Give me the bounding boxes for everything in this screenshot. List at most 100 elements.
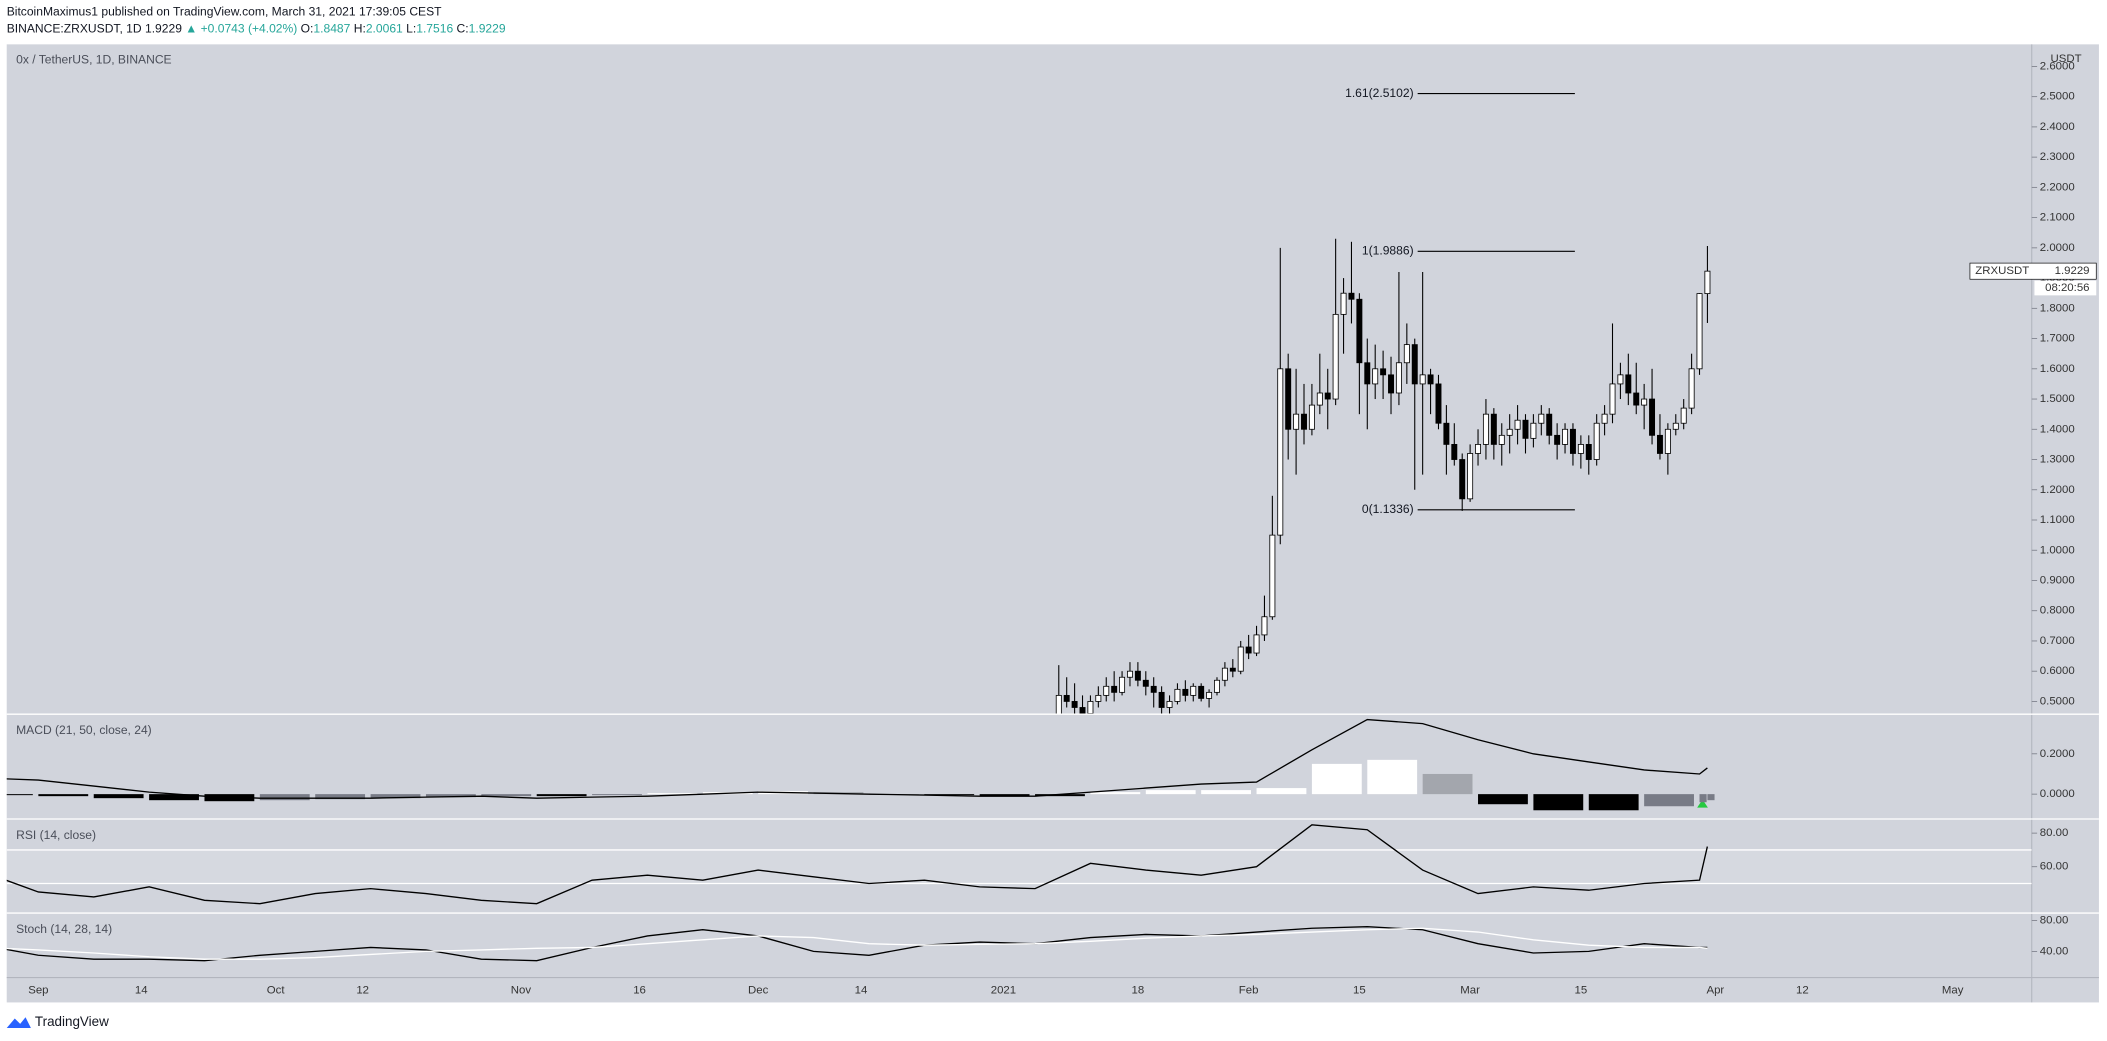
candle-body: [1063, 694, 1070, 702]
candle-body: [1221, 667, 1228, 681]
histogram-bar: [1707, 794, 1715, 801]
fib-label: 1(1.9886): [1362, 243, 1414, 257]
candle-body: [1577, 444, 1584, 454]
histogram-bar: [1367, 759, 1418, 795]
candle-body: [1585, 444, 1592, 460]
candle-body: [1696, 293, 1703, 370]
histogram-bar: [1478, 794, 1528, 805]
candle-body: [1095, 694, 1102, 702]
y-tick-label: 2.2000: [2040, 181, 2075, 193]
x-tick-label: 16: [633, 984, 646, 996]
histogram-bar: [1699, 794, 1707, 803]
candle-body: [1688, 368, 1695, 409]
candle-body: [1506, 428, 1513, 436]
price-tag-price: 1.9229: [2055, 265, 2090, 277]
histogram-bar: [1145, 790, 1196, 795]
symbol: BINANCE:ZRXUSDT, 1D 1.9229 ▲ +0.0743 (+4…: [7, 22, 506, 36]
candle-body: [1664, 428, 1671, 454]
candle-body: [1593, 422, 1600, 460]
candle-body: [1142, 679, 1149, 687]
candle-body: [1127, 670, 1133, 678]
candle-body: [1609, 383, 1616, 415]
histogram-bar: [1311, 763, 1362, 795]
histogram-bar: [1533, 794, 1584, 811]
candle-body: [1617, 374, 1624, 385]
histogram-bar: [1035, 794, 1085, 797]
y-tick-label: 60.00: [2040, 861, 2069, 873]
candle-body: [1475, 444, 1482, 454]
histogram-bar: [315, 794, 366, 800]
candle-body: [1514, 419, 1521, 430]
y-tick-label: 2.6000: [2040, 60, 2075, 72]
countdown-box: [2034, 280, 2097, 296]
x-tick-label: 14: [135, 984, 148, 996]
candle-body: [1395, 362, 1402, 394]
candle-body: [1403, 344, 1410, 364]
candle-body: [1427, 374, 1434, 385]
y-tick-label: 1.7000: [2040, 333, 2075, 345]
pane-title: RSI (14, close): [16, 828, 96, 842]
candle-body: [1166, 701, 1173, 708]
candle-body: [1111, 685, 1118, 693]
candle-body: [1546, 413, 1553, 436]
histogram-bar: [924, 794, 975, 796]
candle-body: [1308, 404, 1315, 430]
candle-body: [1411, 344, 1418, 385]
y-tick-label: 0.2000: [2040, 748, 2075, 760]
histogram-bar: [1256, 788, 1307, 795]
candle-body: [1372, 368, 1379, 385]
l-value: 1.7516: [416, 22, 453, 36]
price-tag-symbol: ZRXUSDT: [1975, 265, 2029, 277]
candle-body: [1482, 413, 1489, 445]
candle-body: [1245, 646, 1252, 654]
y-tick-label: 1.4000: [2040, 423, 2075, 435]
signal-arrow: [1697, 799, 1708, 808]
x-tick-label: Dec: [748, 984, 769, 996]
x-tick-label: 15: [1575, 984, 1588, 996]
y-unit: USDT: [2051, 53, 2082, 65]
candle-body: [1206, 691, 1213, 699]
candle-body: [1293, 413, 1300, 430]
symbol-name: BINANCE:ZRXUSDT, 1D: [7, 22, 142, 36]
h-value: 2.0061: [366, 22, 403, 36]
candle-body: [1261, 616, 1268, 636]
x-tick-label: Apr: [1706, 984, 1724, 996]
candle-body: [1538, 413, 1545, 424]
candle-body: [1332, 313, 1339, 400]
fib-label: 1.61(2.5102): [1345, 86, 1414, 100]
candle-body: [1071, 701, 1078, 708]
x-tick-label: 14: [855, 984, 868, 996]
y-tick-label: 2.4000: [2040, 121, 2075, 133]
candle-body: [1348, 292, 1355, 300]
candle-body: [1055, 694, 1062, 714]
x-tick-label: Sep: [28, 984, 48, 996]
x-tick-label: 18: [1132, 984, 1145, 996]
candle-body: [1459, 459, 1466, 500]
candle-body: [1625, 374, 1632, 394]
candle-body: [1530, 422, 1537, 439]
y-tick-label: 1.3000: [2040, 454, 2075, 466]
candle-body: [1419, 374, 1426, 385]
x-tick-label: Oct: [267, 984, 286, 996]
candle-body: [1364, 362, 1371, 385]
y-tick-label: 2.0000: [2040, 242, 2075, 254]
candle-body: [1119, 676, 1126, 693]
candle-body: [1134, 670, 1141, 681]
indicator-line: [6, 925, 1708, 962]
candle-body: [1103, 685, 1110, 696]
y-tick-label: 1.2000: [2040, 484, 2075, 496]
candle-body: [1601, 413, 1608, 424]
o-label: O:: [301, 22, 314, 36]
candle-body: [1498, 434, 1505, 445]
y-tick-label: 1.1000: [2040, 514, 2075, 526]
candle-body: [1451, 444, 1458, 460]
candle-body: [1380, 368, 1387, 376]
histogram-bar: [370, 794, 421, 799]
x-tick-label: Mar: [1460, 984, 1480, 996]
y-tick-label: 40.00: [2040, 945, 2069, 957]
candle-body: [1704, 270, 1711, 295]
c-value: 1.9229: [469, 22, 506, 36]
candle-body: [1649, 398, 1656, 436]
histogram-bar: [592, 794, 642, 796]
